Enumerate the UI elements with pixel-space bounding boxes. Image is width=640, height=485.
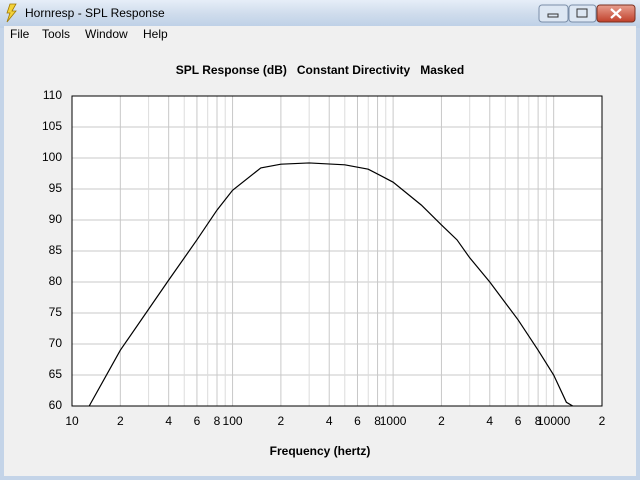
menu-item[interactable]: Tools: [42, 27, 70, 41]
menu-bar: [4, 26, 636, 44]
x-tick-label: 10000: [537, 414, 571, 428]
plot-border: [71, 95, 603, 407]
x-tick-label: 2: [278, 414, 285, 428]
x-tick-label: 4: [326, 414, 333, 428]
chart-title: SPL Response (dB) Constant Directivity M…: [176, 63, 465, 77]
x-tick-label: 6: [515, 414, 522, 428]
x-tick-label: 6: [194, 414, 201, 428]
y-tick-label: 90: [49, 212, 63, 226]
maximize-button[interactable]: [568, 4, 597, 23]
x-tick-label: 1000: [380, 414, 407, 428]
maximize-icon: [576, 8, 588, 18]
x-tick-label: 10: [65, 414, 79, 428]
x-tick-label: 2: [117, 414, 124, 428]
x-axis-label: Frequency (hertz): [270, 444, 371, 458]
y-tick-label: 80: [49, 274, 63, 288]
y-tick-label: 60: [49, 398, 63, 412]
app-icon: [6, 3, 17, 23]
window-title: Hornresp - SPL Response: [25, 6, 165, 20]
response-curve: [88, 162, 574, 407]
y-tick-label: 85: [49, 243, 63, 257]
x-tick-label: 4: [165, 414, 172, 428]
menu-item[interactable]: Window: [85, 27, 128, 41]
x-tick-label: 8: [374, 414, 381, 428]
y-tick-label: 110: [43, 88, 62, 102]
x-tick-label: 8: [214, 414, 221, 428]
x-tick-label: 8: [535, 414, 542, 428]
x-tick-label: 2: [438, 414, 445, 428]
minimize-icon: [547, 13, 559, 18]
y-tick-label: 70: [49, 336, 63, 350]
title-bar: [0, 0, 640, 28]
menu-item[interactable]: Help: [143, 27, 168, 41]
y-tick-label: 100: [42, 150, 62, 164]
menu-item[interactable]: File: [10, 27, 30, 41]
x-tick-label: 4: [486, 414, 493, 428]
y-tick-label: 75: [49, 305, 63, 319]
x-tick-label: 2: [599, 414, 606, 428]
x-tick-label: 100: [223, 414, 243, 428]
y-tick-label: 65: [49, 367, 63, 381]
x-tick-label: 6: [354, 414, 361, 428]
y-tick-label: 105: [42, 119, 62, 133]
close-icon: [610, 8, 622, 19]
y-tick-label: 95: [49, 181, 63, 195]
